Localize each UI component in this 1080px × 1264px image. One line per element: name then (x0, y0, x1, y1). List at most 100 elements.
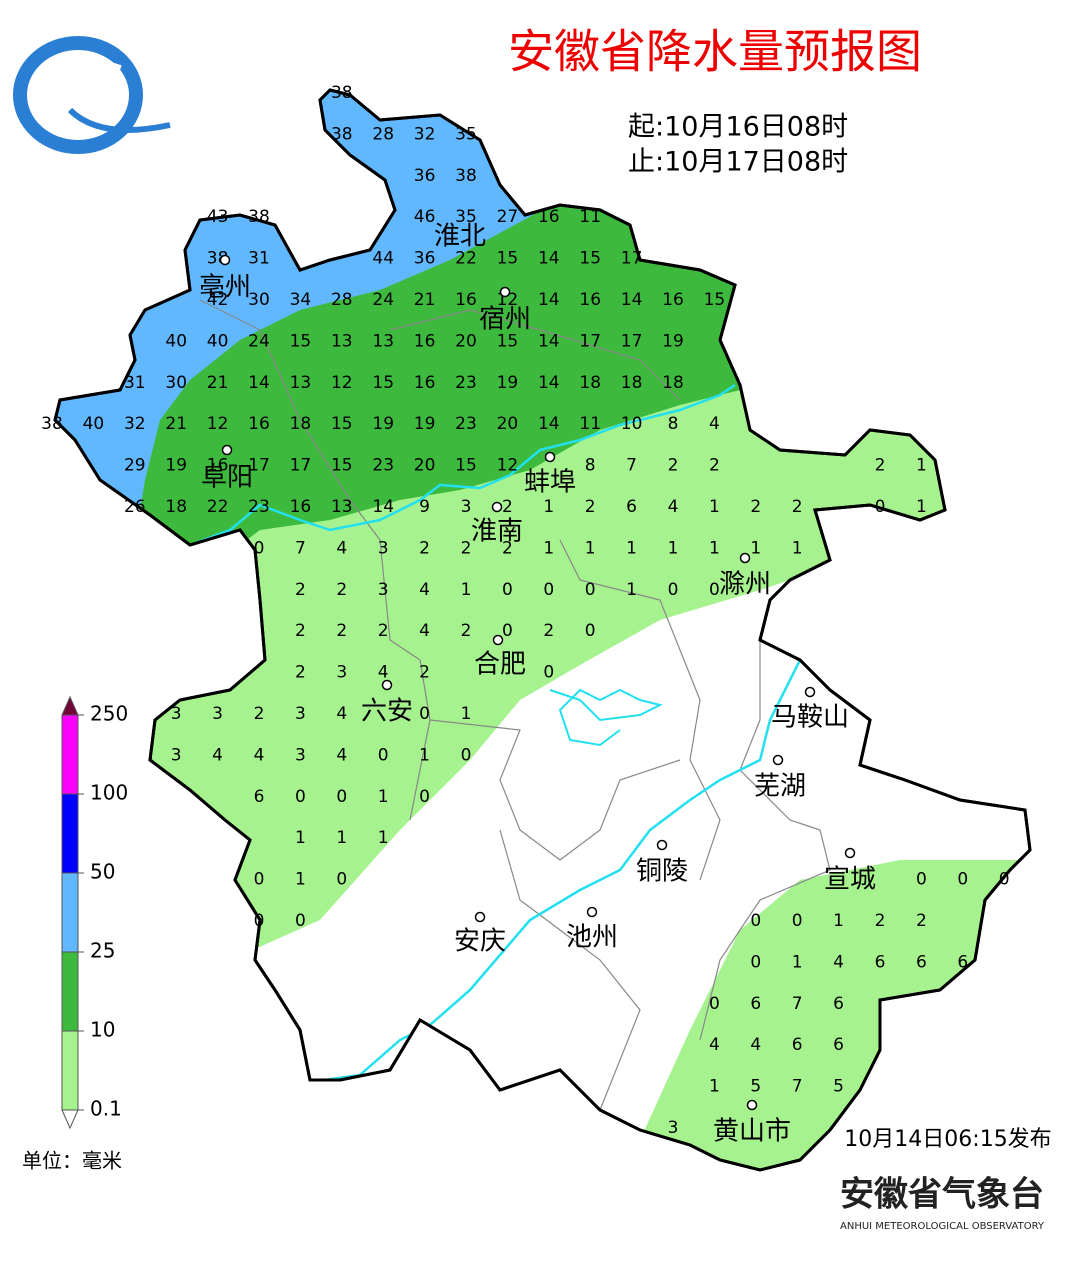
station-value: 6 (916, 952, 927, 972)
station-value: 2 (336, 580, 347, 600)
legend-swatch (61, 1030, 79, 1111)
city-label: 滁州 (719, 570, 771, 600)
city-label: 六安 (361, 697, 413, 727)
station-value: 19 (414, 414, 436, 434)
station-value: 12 (497, 456, 519, 476)
station-value: 0 (502, 621, 513, 641)
station-value: 24 (248, 331, 270, 351)
station-value: 31 (124, 373, 146, 393)
legend-swatch (61, 951, 79, 1032)
station-value: 36 (414, 166, 436, 186)
station-value: 0 (709, 580, 720, 600)
station-value: 0 (999, 870, 1010, 890)
station-value: 20 (455, 331, 477, 351)
station-value: 4 (336, 704, 347, 724)
station-value: 3 (171, 704, 182, 724)
station-value: 30 (165, 373, 187, 393)
station-value: 11 (579, 414, 601, 434)
city-dot (844, 847, 856, 859)
station-value: 14 (538, 414, 560, 434)
station-value: 0 (709, 994, 720, 1014)
legend-swatch (61, 793, 79, 874)
station-value: 16 (455, 290, 477, 310)
station-value: 38 (331, 124, 353, 144)
city-dot (474, 911, 486, 923)
station-value: 2 (916, 911, 927, 931)
station-value: 2 (461, 621, 472, 641)
station-value: 30 (248, 290, 270, 310)
city-label: 池州 (566, 923, 618, 953)
station-value: 26 (124, 497, 146, 517)
station-value: 16 (538, 207, 560, 227)
station-value: 4 (336, 745, 347, 765)
station-value: 4 (709, 1035, 720, 1055)
station-value: 16 (414, 373, 436, 393)
station-value: 18 (165, 497, 187, 517)
station-value: 14 (538, 290, 560, 310)
station-value: 1 (916, 497, 927, 517)
station-value: 8 (668, 414, 679, 434)
station-value: 23 (372, 456, 394, 476)
city-dot (219, 254, 231, 266)
station-value: 2 (792, 497, 803, 517)
station-value: 4 (254, 745, 265, 765)
legend-bottom (61, 1109, 79, 1130)
station-value: 4 (833, 952, 844, 972)
station-value: 18 (621, 373, 643, 393)
station-value: 14 (248, 373, 270, 393)
station-value: 1 (585, 538, 596, 558)
station-value: 38 (455, 166, 477, 186)
station-value: 2 (254, 704, 265, 724)
station-value: 23 (455, 414, 477, 434)
station-value: 4 (419, 580, 430, 600)
station-value: 15 (290, 331, 312, 351)
city-dot (381, 679, 393, 691)
station-value: 2 (709, 456, 720, 476)
station-value: 31 (248, 249, 270, 269)
station-value: 11 (579, 207, 601, 227)
station-value: 0 (543, 580, 554, 600)
station-value: 17 (621, 249, 643, 269)
station-value: 6 (833, 994, 844, 1014)
station-value: 2 (543, 621, 554, 641)
station-value: 0 (419, 787, 430, 807)
station-value: 0 (419, 704, 430, 724)
station-value: 2 (668, 456, 679, 476)
city-dot (586, 906, 598, 918)
city-dot (544, 451, 556, 463)
station-value: 2 (875, 911, 886, 931)
station-value: 2 (419, 663, 430, 683)
station-value: 22 (207, 497, 229, 517)
station-value: 15 (331, 456, 353, 476)
station-value: 0 (461, 745, 472, 765)
station-value: 0 (668, 580, 679, 600)
station-value: 1 (461, 580, 472, 600)
station-value: 2 (295, 580, 306, 600)
station-value: 1 (378, 787, 389, 807)
station-value: 1 (833, 911, 844, 931)
station-value: 4 (750, 1035, 761, 1055)
station-value: 15 (579, 249, 601, 269)
station-value: 19 (662, 331, 684, 351)
station-value: 15 (455, 456, 477, 476)
station-value: 2 (585, 497, 596, 517)
org: 安徽省气象台 (840, 1175, 1044, 1215)
station-value: 1 (336, 828, 347, 848)
station-value: 28 (372, 124, 394, 144)
station-value: 24 (372, 290, 394, 310)
station-value: 1 (295, 870, 306, 890)
org-en: ANHUI METEOROLOGICAL OBSERVATORY (840, 1221, 1045, 1232)
station-value: 17 (621, 331, 643, 351)
city-label: 铜陵 (636, 857, 688, 887)
station-value: 3 (336, 663, 347, 683)
station-value: 13 (331, 331, 353, 351)
city-dot (491, 501, 503, 513)
station-value: 15 (331, 414, 353, 434)
station-value: 3 (295, 745, 306, 765)
station-value: 16 (248, 414, 270, 434)
station-value: 3 (461, 497, 472, 517)
station-value: 16 (579, 290, 601, 310)
station-value: 2 (461, 538, 472, 558)
station-value: 46 (414, 207, 436, 227)
